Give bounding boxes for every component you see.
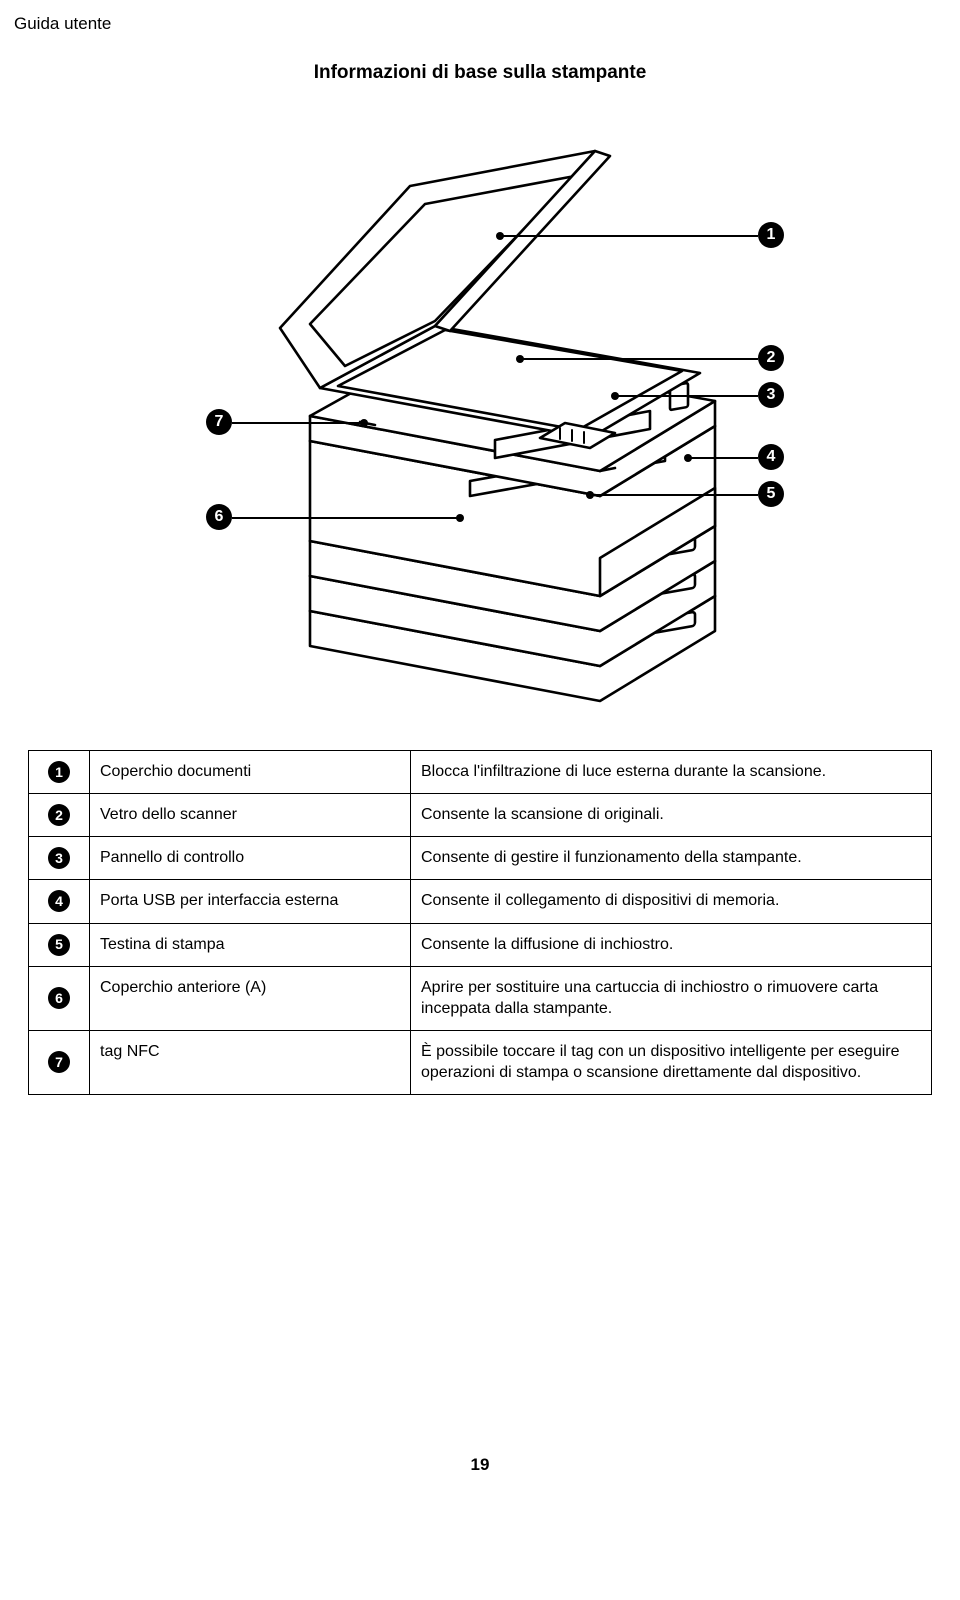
- table-row: 2 Vetro dello scanner Consente la scansi…: [29, 794, 932, 837]
- part-name: tag NFC: [90, 1030, 411, 1094]
- part-desc: Aprire per sostituire una cartuccia di i…: [411, 966, 932, 1030]
- row-num: 4: [48, 890, 70, 912]
- leader-dot-7: [360, 419, 368, 427]
- leader-dot-3: [611, 392, 619, 400]
- table-row: 6 Coperchio anteriore (A) Aprire per sos…: [29, 966, 932, 1030]
- leader-dot-1: [496, 232, 504, 240]
- leader-dot-5: [586, 491, 594, 499]
- callout-4: 4: [758, 444, 784, 470]
- leader-1: [500, 235, 758, 237]
- leader-dot-4: [684, 454, 692, 462]
- part-desc: Consente di gestire il funzionamento del…: [411, 837, 932, 880]
- callout-5: 5: [758, 481, 784, 507]
- callout-1: 1: [758, 222, 784, 248]
- part-desc: Blocca l'infiltrazione di luce esterna d…: [411, 751, 932, 794]
- leader-2: [520, 358, 758, 360]
- doc-header: Guida utente: [0, 0, 960, 34]
- callout-7: 7: [206, 409, 232, 435]
- part-desc: Consente la diffusione di inchiostro.: [411, 923, 932, 966]
- parts-table-wrap: 1 Coperchio documenti Blocca l'infiltraz…: [0, 750, 960, 1095]
- part-desc: È possibile toccare il tag con un dispos…: [411, 1030, 932, 1094]
- callout-6: 6: [206, 504, 232, 530]
- part-name: Pannello di controllo: [90, 837, 411, 880]
- part-name: Vetro dello scanner: [90, 794, 411, 837]
- row-num: 6: [48, 987, 70, 1009]
- printer-svg: [160, 126, 800, 716]
- part-name: Testina di stampa: [90, 923, 411, 966]
- leader-5: [590, 494, 758, 496]
- table-row: 4 Porta USB per interfaccia esterna Cons…: [29, 880, 932, 923]
- leader-dot-6: [456, 514, 464, 522]
- callout-3: 3: [758, 382, 784, 408]
- table-row: 3 Pannello di controllo Consente di gest…: [29, 837, 932, 880]
- section-title: Informazioni di base sulla stampante: [0, 62, 960, 84]
- table-row: 1 Coperchio documenti Blocca l'infiltraz…: [29, 751, 932, 794]
- row-num: 3: [48, 847, 70, 869]
- leader-dot-2: [516, 355, 524, 363]
- row-num: 5: [48, 934, 70, 956]
- callout-2: 2: [758, 345, 784, 371]
- part-name: Porta USB per interfaccia esterna: [90, 880, 411, 923]
- row-num: 1: [48, 761, 70, 783]
- part-desc: Consente il collegamento di dispositivi …: [411, 880, 932, 923]
- table-row: 5 Testina di stampa Consente la diffusio…: [29, 923, 932, 966]
- part-desc: Consente la scansione di originali.: [411, 794, 932, 837]
- part-name: Coperchio anteriore (A): [90, 966, 411, 1030]
- diagram-container: 1 2 3 4 5 6 7: [0, 126, 960, 716]
- leader-4: [688, 457, 758, 459]
- table-row: 7 tag NFC È possibile toccare il tag con…: [29, 1030, 932, 1094]
- page-number: 19: [0, 1455, 960, 1495]
- parts-table: 1 Coperchio documenti Blocca l'infiltraz…: [28, 750, 932, 1095]
- row-num: 2: [48, 804, 70, 826]
- leader-7: [232, 422, 364, 424]
- leader-3: [615, 395, 758, 397]
- leader-6: [232, 517, 460, 519]
- row-num: 7: [48, 1051, 70, 1073]
- printer-diagram: 1 2 3 4 5 6 7: [160, 126, 800, 716]
- part-name: Coperchio documenti: [90, 751, 411, 794]
